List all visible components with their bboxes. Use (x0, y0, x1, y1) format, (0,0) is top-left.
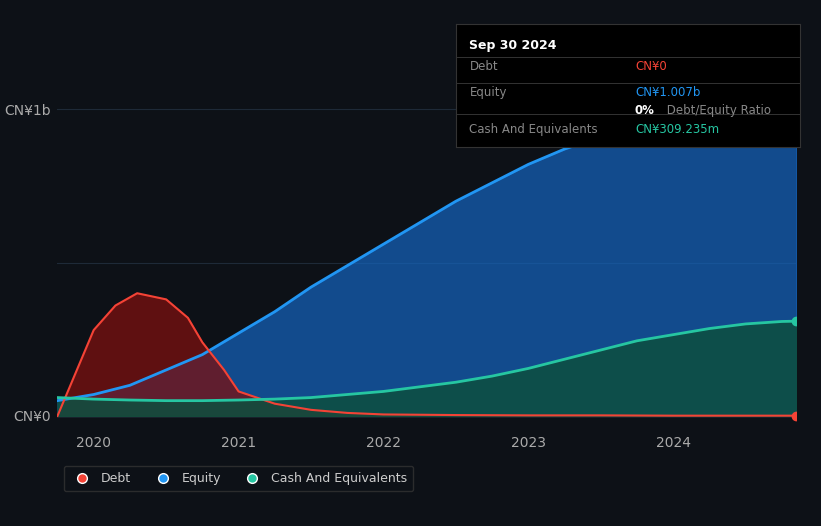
Text: Sep 30 2024: Sep 30 2024 (470, 38, 557, 52)
Text: 0%: 0% (635, 104, 655, 117)
Text: Debt: Debt (470, 60, 498, 74)
Legend: Debt, Equity, Cash And Equivalents: Debt, Equity, Cash And Equivalents (64, 466, 413, 491)
Text: CN¥309.235m: CN¥309.235m (635, 124, 719, 136)
Text: CN¥1.007b: CN¥1.007b (635, 86, 700, 99)
Text: Debt/Equity Ratio: Debt/Equity Ratio (663, 104, 771, 117)
Text: CN¥0: CN¥0 (635, 60, 667, 74)
Text: Cash And Equivalents: Cash And Equivalents (470, 124, 598, 136)
Text: Equity: Equity (470, 86, 507, 99)
